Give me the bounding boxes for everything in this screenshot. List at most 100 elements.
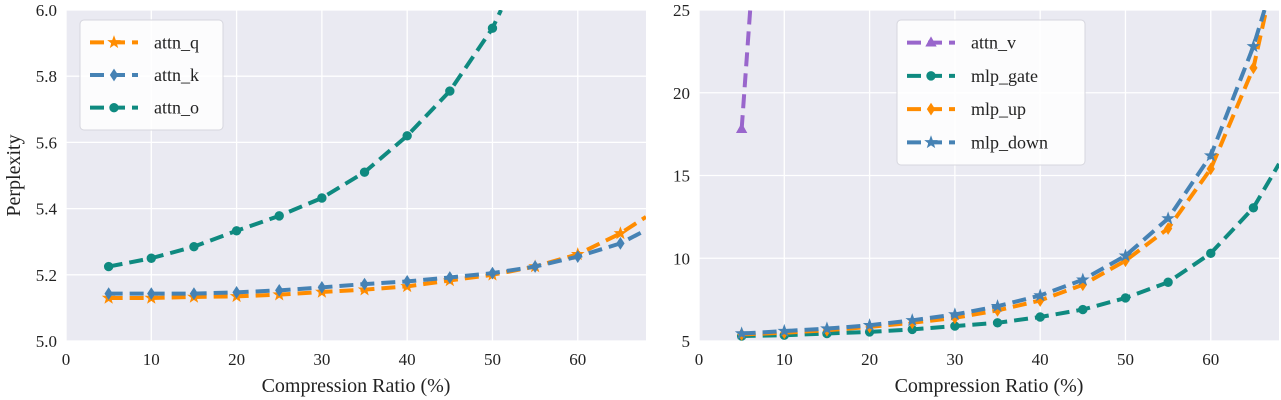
x-tick-label: 40	[399, 350, 416, 369]
data-point	[1078, 304, 1088, 315]
y-tick-label: 5.2	[36, 266, 57, 285]
x-tick-label: 10	[143, 350, 160, 369]
left-chart-panel: 0 10 20 30 40 50 60 5.0 5.2 5.4 5.6 5.8 6.0 Compress…	[3, 1, 646, 397]
data-point	[146, 253, 156, 263]
y-tick-label: 20	[673, 84, 690, 103]
data-point	[445, 86, 455, 96]
x-tick-label: 50	[1117, 350, 1134, 369]
legend-marker-attn_q	[107, 35, 121, 49]
data-point	[905, 313, 920, 327]
data-point	[1161, 211, 1175, 225]
right-x-axis-title: Compression Ratio (%)	[895, 375, 1084, 397]
legend-label-attn_v: attn_v	[971, 33, 1016, 53]
legend-label-mlp_gate: mlp_gate	[971, 66, 1038, 86]
data-point	[990, 299, 1005, 313]
data-point	[103, 261, 114, 272]
data-point	[1203, 148, 1218, 162]
data-point	[189, 241, 199, 252]
x-tick-label: 30	[313, 350, 330, 369]
legend-marker-mlp_gate	[926, 71, 936, 81]
y-tick-label: 5.6	[36, 133, 57, 152]
x-tick-label: 20	[228, 350, 245, 369]
data-point	[777, 323, 792, 337]
legend-marker-mlp_down	[924, 135, 938, 149]
data-point	[573, 250, 582, 263]
data-point	[948, 307, 962, 321]
data-point	[402, 131, 412, 141]
series-line-attn_o	[108, 10, 503, 269]
data-point	[1120, 293, 1131, 303]
data-point	[275, 283, 284, 297]
x-tick-label: 60	[1202, 350, 1219, 369]
data-point	[360, 277, 369, 291]
data-point	[231, 226, 242, 236]
data-point	[445, 271, 454, 284]
y-tick-label: 10	[673, 249, 690, 268]
left-x-axis-title: Compression Ratio (%)	[262, 375, 451, 397]
data-point	[232, 285, 241, 299]
left-legend: attn_q attn_k attn_o	[79, 19, 224, 131]
data-point	[104, 287, 113, 301]
series-attn_o	[103, 10, 503, 272]
data-point	[735, 122, 748, 134]
data-point	[1163, 277, 1173, 287]
data-point	[992, 318, 1003, 328]
data-point	[317, 193, 327, 203]
data-point	[820, 321, 834, 335]
x-tick-label: 50	[484, 350, 501, 369]
right-ticks: 0 10 20 30 40 50 60 5 10 15 20 25	[673, 1, 1219, 369]
x-tick-label: 20	[861, 350, 878, 369]
legend-box	[896, 19, 1086, 166]
x-tick-label: 40	[1032, 350, 1049, 369]
data-point	[1035, 312, 1045, 322]
data-point	[1206, 162, 1215, 176]
legend-label-mlp_down: mlp_down	[971, 132, 1048, 152]
left-ticks: 0 10 20 30 40 50 60 5.0 5.2 5.4 5.6 5.8 6.0	[36, 1, 587, 369]
data-point	[1163, 222, 1173, 235]
data-point	[147, 287, 156, 301]
series-mlp_down	[734, 10, 1267, 340]
data-point	[487, 23, 498, 33]
right-chart-panel: 0 10 20 30 40 50 60 5 10 15 20 25 Compression Ratio…	[673, 1, 1279, 397]
left-series-group	[101, 10, 646, 304]
data-point	[317, 281, 327, 294]
data-point	[274, 211, 284, 221]
left-grid	[65, 9, 646, 342]
y-tick-label: 25	[673, 1, 690, 20]
data-point	[1206, 248, 1216, 258]
data-point	[1249, 61, 1258, 75]
y-tick-label: 5.8	[36, 67, 57, 86]
right-series-group	[734, 10, 1279, 341]
x-tick-label: 60	[569, 350, 586, 369]
data-point	[359, 167, 370, 177]
legend-label-attn_k: attn_k	[154, 65, 199, 85]
right-legend: attn_v mlp_gate mlp_up mlp_down	[896, 19, 1086, 166]
legend-marker-attn_v	[925, 36, 937, 47]
data-point	[616, 236, 625, 250]
data-point	[862, 318, 877, 332]
data-point	[1118, 248, 1133, 262]
x-tick-label: 30	[946, 350, 963, 369]
data-point	[1246, 39, 1261, 53]
legend-label-attn_q: attn_q	[154, 32, 199, 52]
series-line-attn_k	[108, 228, 646, 296]
series-line-mlp_down	[741, 10, 1267, 336]
series-attn_k	[104, 228, 646, 301]
x-tick-label: 0	[62, 350, 71, 369]
y-tick-label: 15	[673, 167, 690, 186]
data-point	[488, 266, 497, 280]
legend-marker-mlp_up	[926, 102, 936, 116]
data-point	[1076, 272, 1090, 286]
legend-box	[79, 19, 224, 131]
data-point	[189, 287, 199, 301]
legend-label-attn_o: attn_o	[154, 98, 199, 118]
y-tick-label: 5.0	[36, 332, 57, 351]
legend-label-mlp_up: mlp_up	[971, 99, 1026, 119]
x-tick-label: 10	[776, 350, 793, 369]
legend-marker-attn_o	[109, 102, 119, 113]
data-point	[613, 226, 628, 240]
x-tick-label: 0	[695, 350, 704, 369]
y-tick-label: 5.4	[36, 200, 58, 219]
series-line-mlp_gate	[741, 162, 1279, 339]
